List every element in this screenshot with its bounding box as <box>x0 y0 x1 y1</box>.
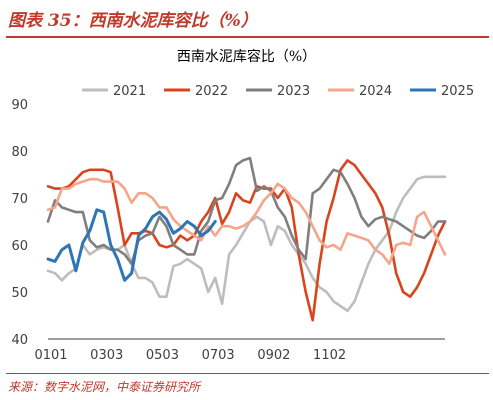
series-line-2022 <box>46 159 447 322</box>
source-rule <box>6 373 489 374</box>
series-line-2021 <box>46 175 447 313</box>
legend-label: 2023 <box>277 84 310 99</box>
legend-label: 2022 <box>195 84 228 99</box>
series-group <box>46 156 447 322</box>
source-note: 来源：数字水泥网，中泰证券研究所 <box>8 380 201 394</box>
x-tick-label: 0703 <box>202 348 235 363</box>
y-tick-label: 80 <box>11 145 28 160</box>
y-tick-label: 50 <box>11 286 28 301</box>
legend-label: 2024 <box>359 84 392 99</box>
figure-title: 图表 35：西南水泥库容比（%） <box>8 11 258 31</box>
title-rule <box>6 36 489 38</box>
x-tick-label: 0101 <box>34 348 67 363</box>
legend: 2021 2022 2023 2024 2025 <box>82 84 474 99</box>
x-tick-label: 0503 <box>146 348 179 363</box>
y-tick-label: 60 <box>11 239 28 254</box>
y-tick-label: 90 <box>11 98 28 113</box>
legend-label: 2021 <box>113 84 146 99</box>
series-line-2024 <box>46 177 447 266</box>
series-line-2025 <box>46 208 217 282</box>
x-tick-label: 1102 <box>313 348 346 363</box>
series-line-2023 <box>46 156 447 266</box>
axes: 40 50 60 70 80 90 0101 0303 0503 0703 0902 1102 <box>11 98 445 363</box>
line-chart: 西南水泥库容比（%） 2021 2022 2023 2024 2025 40 50 60 70… <box>11 48 474 363</box>
chart-title: 西南水泥库容比（%） <box>177 48 316 65</box>
y-tick-label: 40 <box>11 333 28 348</box>
y-tick-label: 70 <box>11 192 28 207</box>
legend-label: 2025 <box>441 84 474 99</box>
x-tick-label: 0902 <box>257 348 290 363</box>
chart-area: 西南水泥库容比（%） 2021 2022 2023 2024 2025 40 50 60 70… <box>0 38 493 370</box>
x-tick-label: 0303 <box>90 348 123 363</box>
